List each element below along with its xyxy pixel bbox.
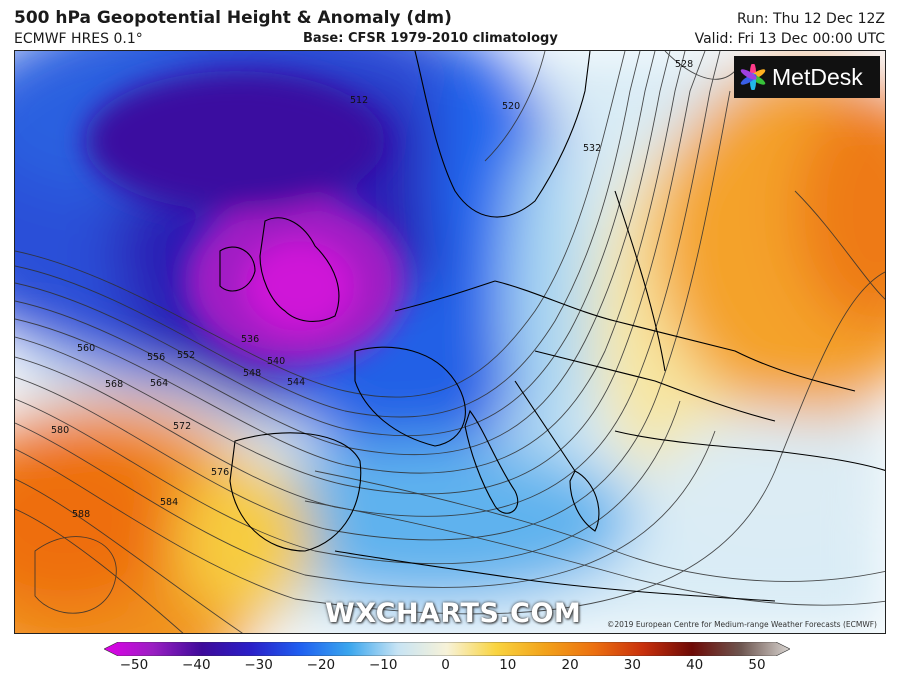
contour-label: 560 <box>77 343 95 354</box>
border-line <box>514 380 576 472</box>
border-line <box>334 550 776 602</box>
colorbar-tick-label: 0 <box>441 657 450 673</box>
colorbar-tick-label: −20 <box>306 657 336 673</box>
contour-line <box>15 51 656 437</box>
contour-line <box>664 51 736 80</box>
iberia-coast <box>229 432 362 552</box>
border-line <box>614 190 666 372</box>
border-line <box>494 280 856 392</box>
contour-labels: 512 520 528 532 536 540 544 548 552 556 … <box>51 59 693 520</box>
contour-line <box>15 51 641 418</box>
colorbar <box>103 641 791 657</box>
metdesk-flower-icon <box>740 64 766 90</box>
anomaly-core <box>85 71 405 366</box>
contour-label: 552 <box>177 350 195 361</box>
contour-line <box>15 51 686 474</box>
chart-title: 500 hPa Geopotential Height & Anomaly (d… <box>14 8 452 28</box>
colorbar-gradient <box>103 641 791 657</box>
border-line <box>614 430 885 471</box>
contour-line <box>15 422 716 588</box>
border-line <box>394 280 496 312</box>
colorbar-tick-label: −50 <box>119 657 149 673</box>
metdesk-logo: MetDesk <box>734 56 880 98</box>
contour-line <box>314 470 885 582</box>
france-coast <box>354 346 466 447</box>
colorbar-labels: −50 −40 −30 −20 −10 0 10 20 30 40 50 <box>0 657 900 677</box>
colorbar-tick-label: 50 <box>748 657 766 673</box>
model-label: ECMWF HRES 0.1° <box>14 31 143 47</box>
map-panel: 512 520 528 532 536 540 544 548 552 556 … <box>14 50 886 634</box>
contour-label: 528 <box>675 59 693 70</box>
contour-label: 576 <box>211 467 229 478</box>
wxcharts-watermark: WXCHARTS.COM <box>325 598 582 629</box>
contour-label: 556 <box>147 352 165 363</box>
contour-label: 548 <box>243 368 261 379</box>
italy-coast <box>464 409 519 514</box>
contour-line <box>794 190 885 300</box>
contour-line <box>15 51 706 495</box>
contour-line <box>15 271 885 615</box>
copyright-notice: ©2019 European Centre for Medium-range W… <box>606 620 877 629</box>
run-time-label: Run: Thu 12 Dec 12Z <box>737 11 885 27</box>
contour-line <box>484 51 546 162</box>
greece-coast <box>569 470 600 532</box>
colorbar-tick-label: 30 <box>623 657 641 673</box>
contour-label: 564 <box>150 378 168 389</box>
contour-line <box>15 398 681 565</box>
contour-label: 536 <box>241 334 259 345</box>
logo-text: MetDesk <box>772 63 863 90</box>
contour-line <box>15 51 671 456</box>
contour-label: 540 <box>267 356 285 367</box>
contour-label: 588 <box>72 509 90 520</box>
contour-line <box>304 500 885 606</box>
height-contours <box>15 51 885 633</box>
colorbar-svg <box>103 641 791 657</box>
contour-label: 512 <box>350 95 368 106</box>
contour-line <box>34 536 117 614</box>
colorbar-tick-label: 40 <box>686 657 704 673</box>
contour-line <box>15 90 731 541</box>
climatology-base-label: Base: CFSR 1979-2010 climatology <box>303 31 558 46</box>
contour-label: 584 <box>160 497 178 508</box>
ireland-coast <box>219 246 256 292</box>
valid-time-label: Valid: Fri 13 Dec 00:00 UTC <box>694 31 885 47</box>
colorbar-tick-label: 10 <box>499 657 517 673</box>
border-line <box>534 350 776 422</box>
contour-label: 544 <box>287 377 305 388</box>
colorbar-tick-label: −30 <box>244 657 273 673</box>
contour-label: 520 <box>502 101 520 112</box>
contour-label: 580 <box>51 425 69 436</box>
anomaly-map: 512 520 528 532 536 540 544 548 552 556 … <box>15 51 885 633</box>
contour-label: 572 <box>173 421 191 432</box>
contour-line <box>15 508 184 633</box>
scandinavia-coast <box>414 51 591 218</box>
contour-line <box>15 478 243 633</box>
contour-label: 568 <box>105 379 123 390</box>
coastlines <box>219 51 885 602</box>
contour-label: 532 <box>583 143 601 154</box>
contour-line <box>15 51 626 398</box>
colorbar-tick-label: −10 <box>368 657 398 673</box>
colorbar-tick-label: −40 <box>182 657 211 673</box>
contour-line <box>15 51 721 517</box>
great-britain-coast <box>259 217 340 322</box>
colorbar-tick-label: 20 <box>561 657 579 673</box>
